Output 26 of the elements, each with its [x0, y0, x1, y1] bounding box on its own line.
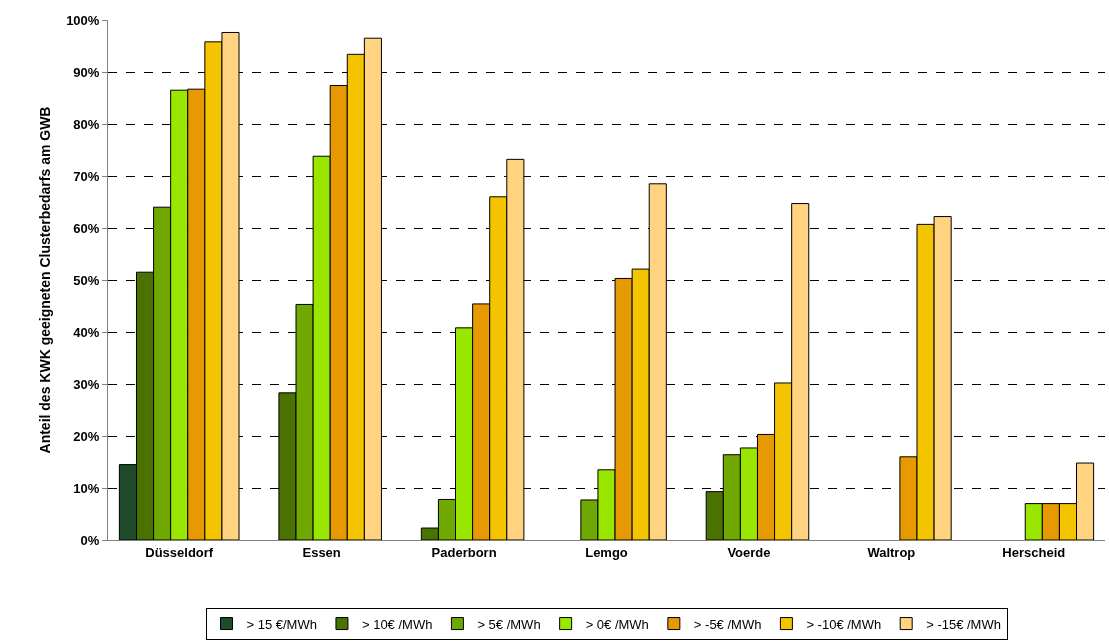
legend-label: > 5€ /MWh [477, 616, 541, 632]
legend-label: > 15 €/MWh [246, 616, 317, 632]
legend-label: > -15€ /MWh [926, 616, 1001, 632]
x-tick-label: Essen [302, 544, 341, 560]
y-tick-label: 40% [73, 324, 100, 340]
y-tick-label: 30% [73, 376, 100, 392]
y-tick-label: 20% [73, 428, 100, 444]
y-tick-label: 90% [73, 64, 100, 80]
y-axis-title: Anteil des KWK geeigneten Clusterbedarfs am GWB [36, 106, 53, 454]
x-tick-label: Lemgo [585, 544, 628, 560]
y-tick-label: 0% [80, 532, 100, 548]
y-tick-label: 10% [73, 480, 100, 496]
x-tick-label: Waltrop [867, 544, 916, 560]
x-tick-label: Paderborn [431, 544, 497, 560]
x-tick-label: Düsseldorf [145, 544, 214, 560]
legend-label: > 0€ /MWh [585, 616, 649, 632]
y-tick-label: 80% [73, 116, 100, 132]
x-tick-label: Herscheid [1002, 544, 1066, 560]
legend-label: > -5€ /MWh [693, 616, 762, 632]
legend-label: > 10€ /MWh [361, 616, 433, 632]
y-tick-label: 50% [73, 272, 100, 288]
y-tick-label: 60% [73, 220, 100, 236]
y-tick-label: 100% [66, 12, 100, 28]
y-tick-label: 70% [73, 168, 100, 184]
x-tick-label: Voerde [727, 544, 771, 560]
legend-label: > -10€ /MWh [806, 616, 882, 632]
